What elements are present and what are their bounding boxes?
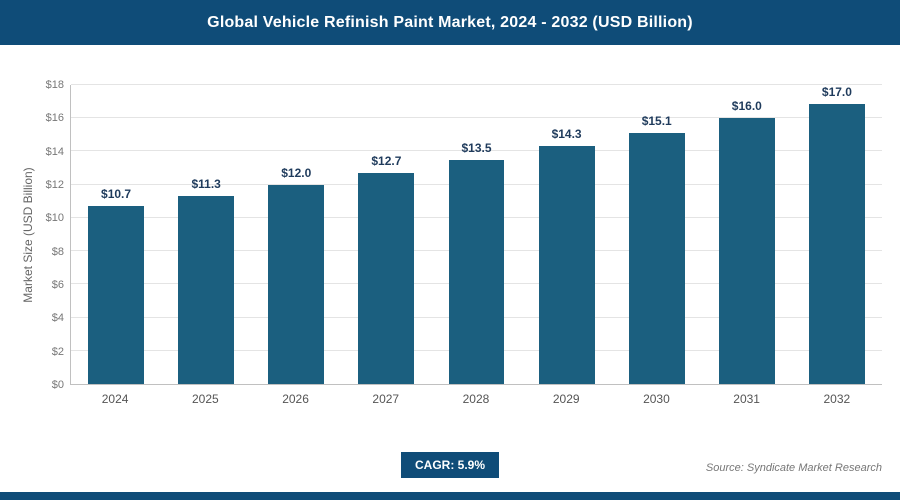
bar <box>178 196 235 384</box>
bar-column: $10.7 <box>71 85 161 384</box>
bar-value-label: $10.7 <box>101 187 132 202</box>
bar-column: $11.3 <box>161 85 251 384</box>
bar <box>358 173 415 384</box>
x-tick-label: 2028 <box>462 392 490 406</box>
x-tick-label: 2024 <box>101 392 129 406</box>
bottom-accent-bar <box>0 492 900 500</box>
bar <box>628 133 685 384</box>
bar-column: $13.5 <box>431 85 521 384</box>
gridline <box>71 84 882 85</box>
source-attribution: Source: Syndicate Market Research <box>705 462 882 474</box>
bar-series: $10.7 $11.3 $12.0 $12.7 $13.5 $14.3 $15.1 $16.0… <box>71 85 882 384</box>
bar-value-label: $17.0 <box>821 85 852 99</box>
bar-value-label: $15.1 <box>641 114 672 129</box>
bar-column: $12.0 <box>251 85 341 384</box>
gridline <box>71 117 882 119</box>
bar <box>88 206 144 384</box>
x-tick-label: 2025 <box>191 392 219 406</box>
bar-column: $15.1 <box>612 85 702 384</box>
bar-column: $14.3 <box>522 85 612 384</box>
gridline <box>71 150 882 152</box>
x-axis-tick-labels: 2024 2025 2026 2027 2028 2029 2030 2031 2032 <box>70 392 882 406</box>
y-tick-label: $14 <box>45 145 64 158</box>
y-tick-label: $8 <box>51 245 64 258</box>
bar <box>538 146 595 384</box>
y-tick-label: $12 <box>45 179 64 191</box>
y-tick-label: $2 <box>51 345 64 358</box>
bar-value-label: $11.3 <box>191 177 221 192</box>
bar-value-label: $16.0 <box>731 99 762 114</box>
chart-title-bar: Global Vehicle Refinish Paint Market, 20… <box>0 0 900 45</box>
y-tick-label: $18 <box>45 79 64 91</box>
y-tick-label: $10 <box>45 212 64 225</box>
y-tick-label: $4 <box>51 312 64 325</box>
x-tick-label: 2030 <box>643 392 670 406</box>
y-tick-label: $16 <box>45 112 64 125</box>
x-tick-label: 2026 <box>282 392 309 406</box>
bar-column: $16.0 <box>702 85 792 384</box>
x-tick-label: 2031 <box>733 392 760 406</box>
bar-value-label: $14.3 <box>551 127 582 142</box>
y-tick-label: $6 <box>51 279 64 291</box>
bar <box>268 184 325 384</box>
cagr-badge: CAGR: 5.9% <box>400 452 500 478</box>
bar <box>809 104 865 384</box>
bar <box>448 159 505 384</box>
bar-value-label: $12.0 <box>281 165 312 180</box>
bar <box>718 118 775 384</box>
y-axis-tick-labels: $0 $2 $4 $6 $8 $10 $12 $14 $16 $18 <box>18 79 64 391</box>
bar-column: $12.7 <box>341 85 431 384</box>
plot-area: $10.7 $11.3 $12.0 $12.7 $13.5 $14.3 $15.1 $16.0… <box>70 84 882 385</box>
y-tick-label: $0 <box>51 379 64 391</box>
x-tick-label: 2027 <box>372 392 400 406</box>
chart-title: Global Vehicle Refinish Paint Market, 20… <box>207 13 693 31</box>
bar-value-label: $13.5 <box>461 140 492 155</box>
bar-value-label: $12.7 <box>371 154 402 169</box>
bar-column: $17.0 <box>792 85 882 384</box>
x-tick-label: 2029 <box>552 392 580 406</box>
x-tick-label: 2032 <box>823 392 851 406</box>
